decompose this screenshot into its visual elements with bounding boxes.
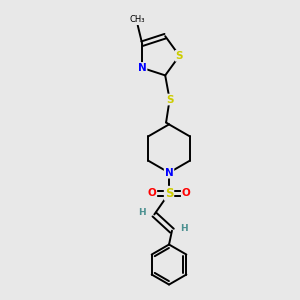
Text: N: N: [165, 168, 173, 178]
Text: H: H: [138, 208, 146, 217]
Text: N: N: [138, 63, 146, 73]
Text: S: S: [166, 94, 173, 104]
Text: CH₃: CH₃: [130, 15, 146, 24]
Text: O: O: [148, 188, 156, 198]
Text: S: S: [165, 187, 173, 200]
Text: S: S: [176, 51, 183, 61]
Text: O: O: [182, 188, 190, 198]
Text: H: H: [180, 224, 188, 233]
